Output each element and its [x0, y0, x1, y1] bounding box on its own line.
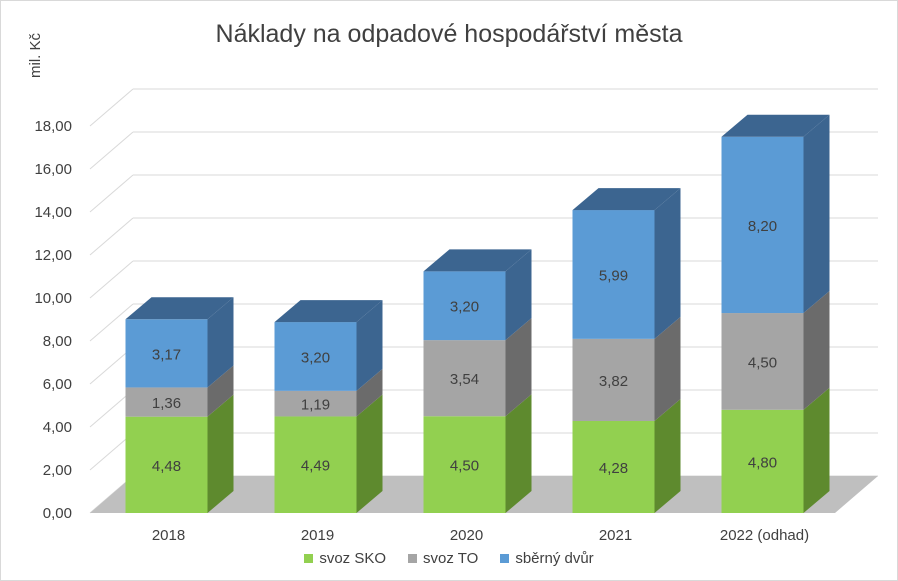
bar-segment-side [505, 318, 532, 417]
y-tick-label: 12,00 [34, 247, 72, 264]
legend-swatch [500, 554, 510, 563]
bar-top [721, 114, 830, 137]
legend-label: sběrný dvůr [515, 550, 594, 567]
bar-segment-side [356, 300, 383, 391]
bar-segment [572, 420, 655, 513]
data-label: 8,20 [748, 218, 777, 235]
y-tick-label: 8,00 [43, 333, 72, 350]
bar-segment [274, 390, 357, 417]
data-label: 4,28 [599, 460, 628, 477]
legend-item: svoz SKO [304, 550, 386, 567]
x-tick-label: 2018 [152, 527, 185, 544]
y-tick-label: 6,00 [43, 376, 72, 393]
bar-segment-side [207, 394, 234, 513]
data-label: 1,19 [301, 397, 330, 414]
y-tick-label: 16,00 [34, 161, 72, 178]
bar-segment-side [505, 394, 532, 513]
x-tick-label: 2020 [450, 527, 483, 544]
y-tick-label: 4,00 [43, 419, 72, 436]
legend-label: svoz SKO [319, 550, 386, 567]
bar-segment [423, 340, 506, 417]
bar-segment [572, 338, 655, 421]
bar-segment-side [654, 316, 681, 421]
gridline-diagonal [89, 131, 134, 170]
bar-segment [125, 387, 208, 417]
data-label: 3,17 [152, 346, 181, 363]
y-tick-label: 14,00 [34, 204, 72, 221]
data-label: 4,48 [152, 458, 181, 475]
bar-top [125, 297, 234, 320]
x-tick-label: 2022 (odhad) [720, 527, 809, 544]
bar-segment [721, 409, 804, 513]
bar-segment [423, 271, 506, 341]
y-tick-label: 18,00 [34, 118, 72, 135]
legend-label: svoz TO [423, 550, 479, 567]
bar-segment-side [207, 365, 234, 417]
bar-segment [274, 322, 357, 391]
data-label: 3,54 [450, 371, 479, 388]
bar-segment-side [654, 398, 681, 513]
bar-segment [274, 416, 357, 513]
bar-segment-side [803, 114, 830, 314]
gridline-diagonal [89, 217, 134, 256]
data-label: 5,99 [599, 267, 628, 284]
gridline-diagonal [89, 174, 134, 213]
gridline-diagonal [89, 260, 134, 299]
chart-title: Náklady na odpadové hospodářství města [215, 20, 683, 48]
bar-segment [721, 136, 804, 314]
bar-segment-side [505, 249, 532, 341]
y-tick-label: 10,00 [34, 290, 72, 307]
bar-segment [721, 313, 804, 410]
data-label: 4,50 [450, 458, 479, 475]
bar-segment [572, 210, 655, 339]
data-label: 4,80 [748, 454, 777, 471]
legend-swatch [304, 554, 314, 563]
legend-swatch [408, 554, 417, 563]
data-label: 4,50 [748, 354, 777, 371]
data-label: 4,49 [301, 458, 330, 475]
x-tick-label: 2021 [599, 527, 632, 544]
gridline-diagonal [89, 88, 134, 127]
bar-segment-side [356, 394, 383, 513]
legend: svoz SKO svoz TO sběrný dvůr [0, 550, 898, 567]
y-tick-label: 2,00 [43, 462, 72, 479]
y-tick-label: 0,00 [43, 505, 72, 522]
bar-top [423, 249, 532, 272]
bar-segment-side [803, 291, 830, 410]
bar-segment [125, 416, 208, 513]
data-label: 3,20 [450, 299, 479, 316]
legend-item: sběrný dvůr [500, 550, 594, 567]
bar-top [572, 188, 681, 211]
x-tick-label: 2019 [301, 527, 334, 544]
bar-segment [423, 416, 506, 513]
bar-segment-side [654, 188, 681, 339]
bar-top [274, 300, 383, 323]
data-label: 1,36 [152, 395, 181, 412]
bar-segment-side [803, 387, 830, 513]
gridline-diagonal [89, 303, 134, 342]
bar-segment-side [207, 297, 234, 388]
bar-segment [125, 319, 208, 388]
data-label: 3,82 [599, 373, 628, 390]
legend-item: svoz TO [408, 550, 478, 567]
data-label: 3,20 [301, 349, 330, 366]
bar-segment-side [356, 368, 383, 417]
